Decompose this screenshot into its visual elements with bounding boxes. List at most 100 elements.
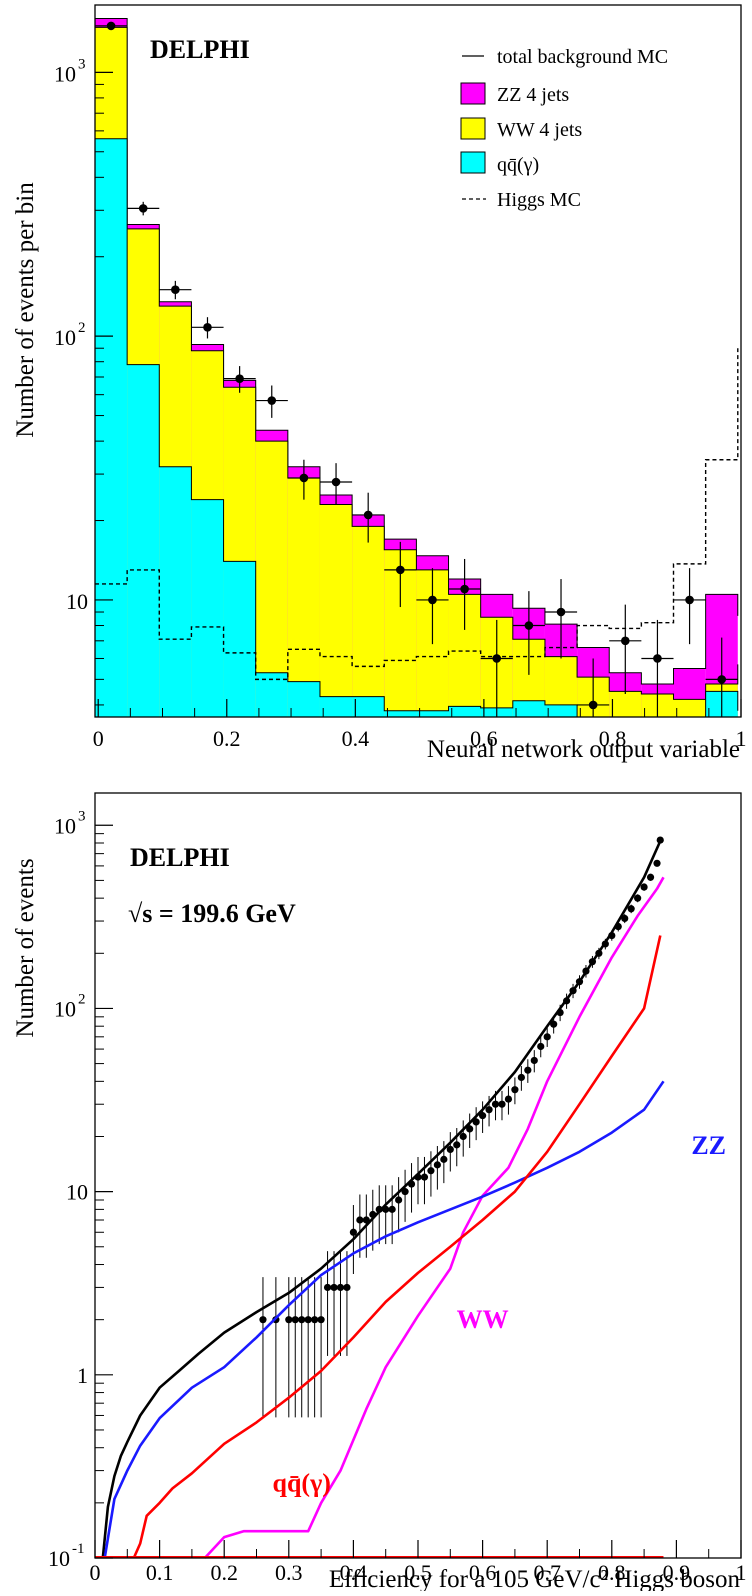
efficiency-point-57 xyxy=(640,883,648,891)
efficiency-point-marker xyxy=(298,1316,306,1324)
data-point-marker xyxy=(138,204,148,213)
efficiency-point-marker xyxy=(349,1228,357,1236)
bar-ww-bin-16 xyxy=(609,691,642,717)
efficiency-point-19 xyxy=(395,1177,403,1233)
data-point-19 xyxy=(705,637,738,717)
efficiency-point-36 xyxy=(504,1086,513,1115)
x-tick-label: 1 xyxy=(736,726,747,751)
efficiency-point-39 xyxy=(524,1059,532,1083)
legend-zz-label: ZZ 4 jets xyxy=(497,84,569,106)
efficiency-point-marker xyxy=(485,1106,493,1114)
efficiency-point-marker xyxy=(634,894,642,902)
efficiency-point-21 xyxy=(407,1163,416,1213)
bar-qq-bin-9 xyxy=(384,710,417,717)
bar-qq-bin-14 xyxy=(544,704,578,717)
data-point-marker xyxy=(685,595,694,605)
top-data-points xyxy=(95,21,738,717)
curve-qq xyxy=(132,935,662,1559)
efficiency-point-27 xyxy=(446,1132,454,1172)
bar-ww-bin-18 xyxy=(673,699,706,717)
efficiency-point-marker xyxy=(291,1316,299,1324)
data-point-10 xyxy=(416,568,449,645)
efficiency-point-11 xyxy=(343,1251,351,1356)
x-tick-label: 0.4 xyxy=(340,1560,368,1585)
y-tick-label: 10 xyxy=(66,589,88,614)
efficiency-point-marker xyxy=(433,1161,441,1169)
efficiency-point-marker xyxy=(627,905,635,913)
efficiency-point-8 xyxy=(323,1251,332,1356)
data-point-marker xyxy=(588,700,598,710)
efficiency-point-marker xyxy=(453,1141,461,1149)
efficiency-point-marker xyxy=(323,1283,332,1292)
top-stacked-bars xyxy=(94,17,739,718)
efficiency-point-6 xyxy=(311,1277,319,1418)
efficiency-point-marker xyxy=(311,1316,319,1324)
top-experiment-label: DELPHI xyxy=(150,35,250,64)
bar-qq-bin-6 xyxy=(287,681,320,717)
data-point-marker xyxy=(428,595,437,605)
data-point-marker xyxy=(106,21,116,31)
y-tick-exponent: 3 xyxy=(78,808,86,824)
efficiency-point-marker xyxy=(524,1066,532,1074)
bar-ww-bin-6 xyxy=(287,477,320,717)
data-point-marker xyxy=(331,477,341,487)
efficiency-point-marker xyxy=(640,883,648,891)
x-tick-label: 0.6 xyxy=(470,726,498,751)
efficiency-point-29 xyxy=(459,1120,467,1157)
efficiency-point-marker xyxy=(491,1100,500,1108)
legend-total-label: total background MC xyxy=(497,46,668,68)
efficiency-point-2 xyxy=(285,1277,293,1418)
efficiency-point-59 xyxy=(653,859,661,867)
legend-qq-label: qq̄(γ) xyxy=(497,154,539,176)
bar-qq-bin-2 xyxy=(159,466,192,717)
efficiency-point-25 xyxy=(433,1146,441,1190)
top-legend: total background MC ZZ 4 jets WW 4 jets … xyxy=(460,46,668,211)
data-point-0 xyxy=(95,21,128,31)
efficiency-point-marker xyxy=(427,1167,435,1175)
data-point-6 xyxy=(287,459,320,500)
y-tick-label: 10 xyxy=(66,1180,88,1205)
data-point-13 xyxy=(512,591,545,675)
curve-zz xyxy=(103,1080,665,1559)
efficiency-point-38 xyxy=(517,1066,525,1091)
efficiency-point-marker xyxy=(459,1132,467,1141)
efficiency-point-40 xyxy=(530,1050,538,1073)
legend-higgs-label: Higgs MC xyxy=(497,189,581,211)
x-tick-label: 0.1 xyxy=(146,1560,174,1585)
data-point-marker xyxy=(363,510,373,520)
x-tick-label: 0.2 xyxy=(210,1560,238,1585)
data-point-marker xyxy=(171,285,180,294)
bar-ww-bin-8 xyxy=(352,526,385,717)
bar-qq-bin-5 xyxy=(255,672,288,717)
data-point-17 xyxy=(641,619,674,717)
efficiency-point-42 xyxy=(543,1027,551,1047)
data-point-marker xyxy=(235,374,244,383)
efficiency-point-marker xyxy=(440,1155,448,1163)
efficiency-point-13 xyxy=(356,1194,364,1258)
efficiency-point-marker xyxy=(621,914,629,923)
efficiency-point-marker xyxy=(517,1073,525,1082)
efficiency-point-marker xyxy=(401,1188,409,1196)
y-tick-exponent: -1 xyxy=(72,1541,85,1557)
top-plot-frame xyxy=(94,4,742,718)
y-tick-label: 1 xyxy=(77,1363,88,1388)
efficiency-point-marker xyxy=(656,836,664,844)
efficiency-point-37 xyxy=(511,1077,519,1105)
efficiency-point-marker xyxy=(472,1118,480,1126)
data-point-marker xyxy=(653,654,662,663)
efficiency-point-marker xyxy=(504,1095,513,1103)
bar-qq-bin-8 xyxy=(352,696,385,717)
efficiency-point-9 xyxy=(330,1251,338,1356)
efficiency-point-22 xyxy=(414,1156,422,1205)
data-point-marker xyxy=(203,323,212,332)
legend-ww-swatch xyxy=(460,117,486,140)
bottom-energy-label: √s = 199.6 GeV xyxy=(128,899,296,928)
data-point-marker xyxy=(396,565,405,575)
x-tick-label: 0 xyxy=(93,726,104,751)
efficiency-point-4 xyxy=(298,1277,306,1418)
data-point-7 xyxy=(319,463,353,505)
efficiency-point-20 xyxy=(401,1169,409,1222)
